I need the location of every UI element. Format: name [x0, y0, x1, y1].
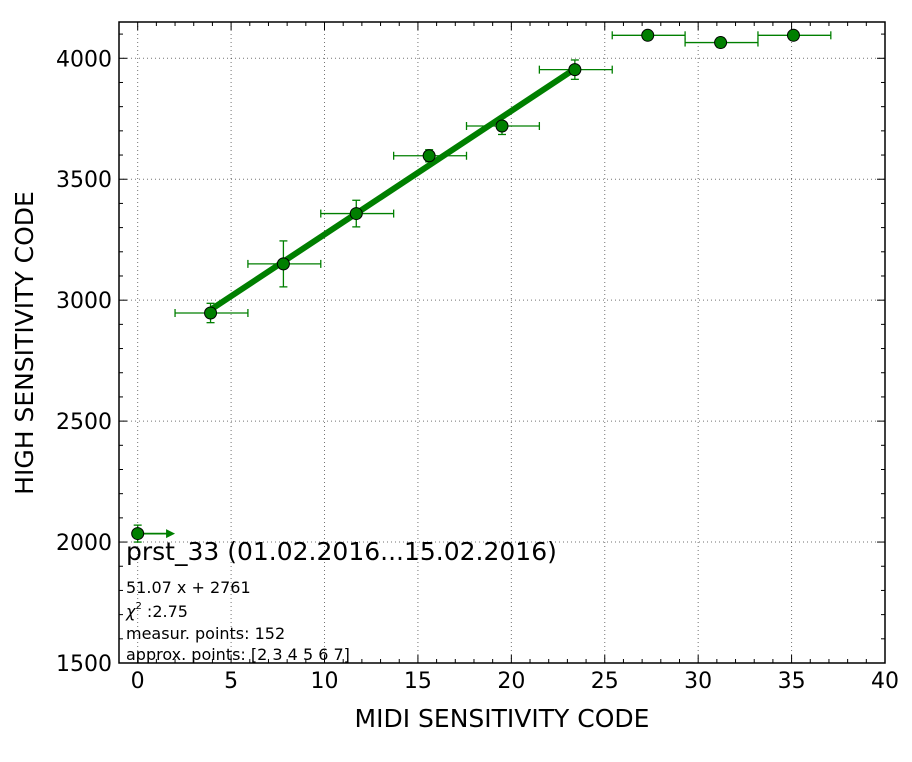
annotation-approx-points: approx. points: [2 3 4 5 6 7] — [126, 645, 350, 664]
data-point — [349, 207, 363, 221]
y-tick-label: 2000 — [56, 531, 112, 556]
x-tick-label: 35 — [778, 669, 806, 694]
x-tick-label: 10 — [311, 669, 339, 694]
tick-marks — [118, 22, 886, 664]
annotation-equation: 51.07 x + 2761 — [126, 578, 251, 597]
x-tick-label: 40 — [871, 669, 899, 694]
x-axis-label: MIDI SENSITIVITY CODE — [355, 704, 650, 733]
x-tick-label: 20 — [497, 669, 525, 694]
y-tick-label: 1500 — [56, 652, 112, 677]
y-tick-label: 3000 — [56, 289, 112, 314]
data-point — [276, 257, 290, 271]
data-point — [422, 149, 436, 163]
y-axis-label: HIGH SENSITIVITY CODE — [10, 191, 39, 495]
chi2-sup: 2 — [135, 601, 141, 612]
y-tick-label: 3500 — [56, 168, 112, 193]
errorbar-layer — [133, 31, 832, 543]
x-tick-label: 15 — [404, 669, 432, 694]
x-tick-label: 0 — [131, 669, 145, 694]
annotation-title: prst_33 (01.02.2016...15.02.2016) — [126, 537, 557, 566]
y-tick-label: 2500 — [56, 410, 112, 435]
data-point — [786, 28, 800, 42]
annotation-chi2: χ2 :2.75 — [125, 601, 188, 621]
x-tick-label: 5 — [224, 669, 238, 694]
y-tick-labels: 1500 2000 2500 3000 3500 4000 — [56, 47, 112, 677]
annotation-measured-points: measur. points: 152 — [126, 624, 285, 643]
x-tick-label: 25 — [591, 669, 619, 694]
data-point — [495, 119, 509, 133]
grid-lines — [119, 22, 885, 663]
data-point — [131, 527, 145, 541]
fit-line-layer — [207, 65, 578, 313]
x-tick-label: 30 — [684, 669, 712, 694]
annotation-block: prst_33 (01.02.2016...15.02.2016) 51.07 … — [125, 537, 557, 664]
limit-arrow-head — [166, 529, 176, 539]
points-layer — [131, 28, 800, 541]
plot-frame — [118, 21, 886, 664]
chi2-symbol: χ — [125, 602, 136, 621]
x-tick-labels: 0 5 10 15 20 25 30 35 40 — [131, 669, 899, 694]
data-point — [714, 36, 728, 50]
data-point — [204, 306, 218, 320]
data-point — [641, 28, 655, 42]
fit-line — [207, 65, 578, 313]
data-point — [568, 63, 582, 77]
y-tick-label: 4000 — [56, 47, 112, 72]
chi2-value: :2.75 — [142, 602, 188, 621]
